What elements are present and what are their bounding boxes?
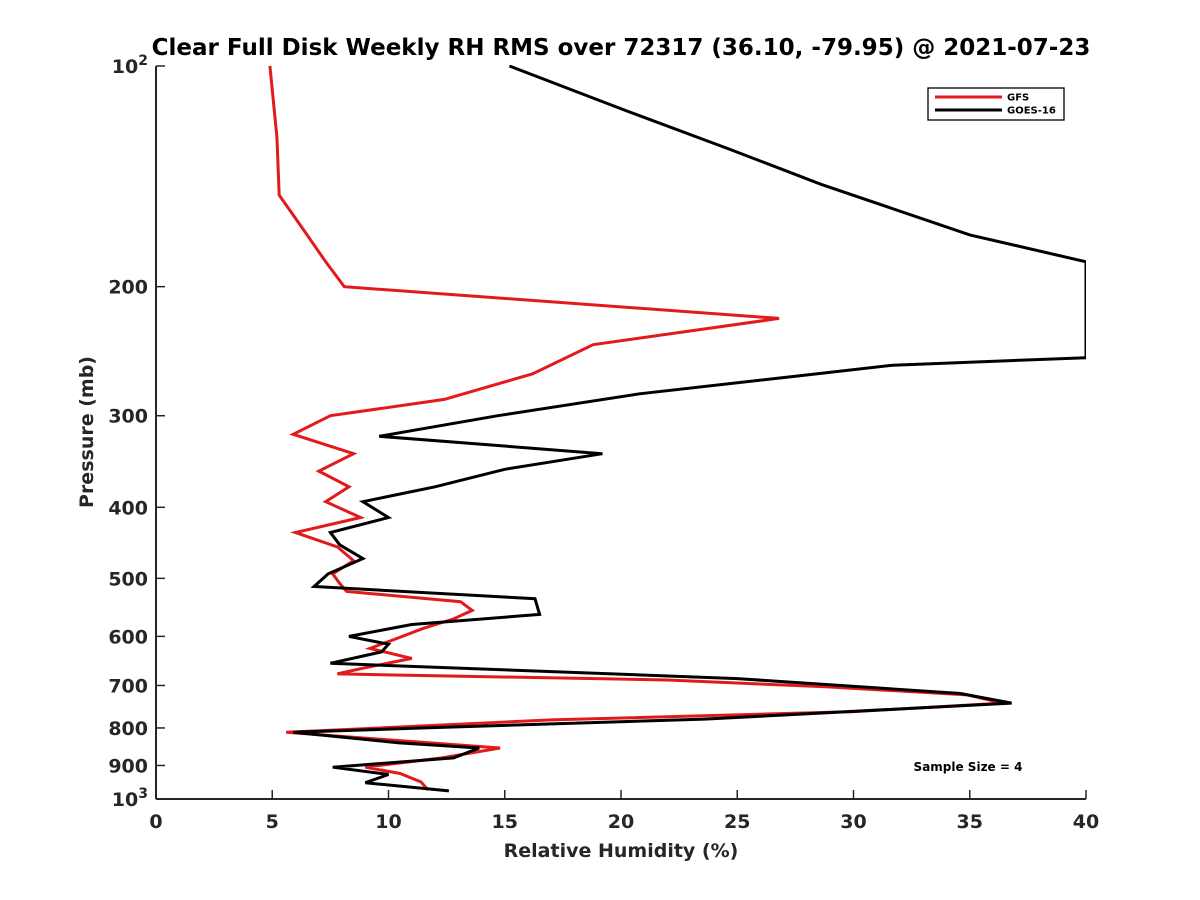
series-line-gfs bbox=[268, 65, 1003, 791]
y-tick-label: 600 bbox=[108, 626, 148, 648]
y-axis-label: Pressure (mb) bbox=[76, 356, 98, 508]
legend-box bbox=[927, 87, 1065, 121]
x-tick-label: 0 bbox=[149, 811, 162, 833]
y-tick-label: 300 bbox=[108, 406, 148, 428]
x-tick-label: 40 bbox=[1073, 811, 1099, 833]
x-tick-label: 35 bbox=[957, 811, 983, 833]
y-tick-label: 200 bbox=[108, 277, 148, 299]
plot-area bbox=[268, 65, 1086, 793]
x-tick-label: 5 bbox=[266, 811, 279, 833]
legend-label: GFS bbox=[1007, 93, 1029, 104]
series-line-goes-16 bbox=[293, 65, 1086, 793]
chart-title: Clear Full Disk Weekly RH RMS over 72317… bbox=[152, 35, 1091, 61]
x-tick-label: 30 bbox=[840, 811, 866, 833]
y-tick-label: 700 bbox=[108, 675, 148, 697]
x-tick-label: 20 bbox=[608, 811, 634, 833]
legend-label: GOES-16 bbox=[1007, 106, 1056, 117]
x-axis-label: Relative Humidity (%) bbox=[504, 840, 739, 862]
y-tick-label: 103 bbox=[112, 786, 148, 811]
y-tick-label: 900 bbox=[108, 755, 148, 777]
x-tick-label: 25 bbox=[724, 811, 750, 833]
x-axis-ticks: 0 5 10 15 20 25 30 35 40 bbox=[149, 790, 1099, 833]
sample-size-annotation: Sample Size = 4 bbox=[914, 760, 1023, 774]
y-axis-ticks: 102 200 300 400 500 600 700 800 900 103 bbox=[108, 53, 165, 811]
legend: GFS GOES-16 bbox=[927, 87, 1065, 121]
y-tick-label: 800 bbox=[108, 718, 148, 740]
x-tick-label: 15 bbox=[492, 811, 518, 833]
x-tick-label: 10 bbox=[375, 811, 401, 833]
y-tick-label: 400 bbox=[108, 497, 148, 519]
y-tick-label: 500 bbox=[108, 568, 148, 590]
y-tick-label: 102 bbox=[112, 53, 148, 78]
